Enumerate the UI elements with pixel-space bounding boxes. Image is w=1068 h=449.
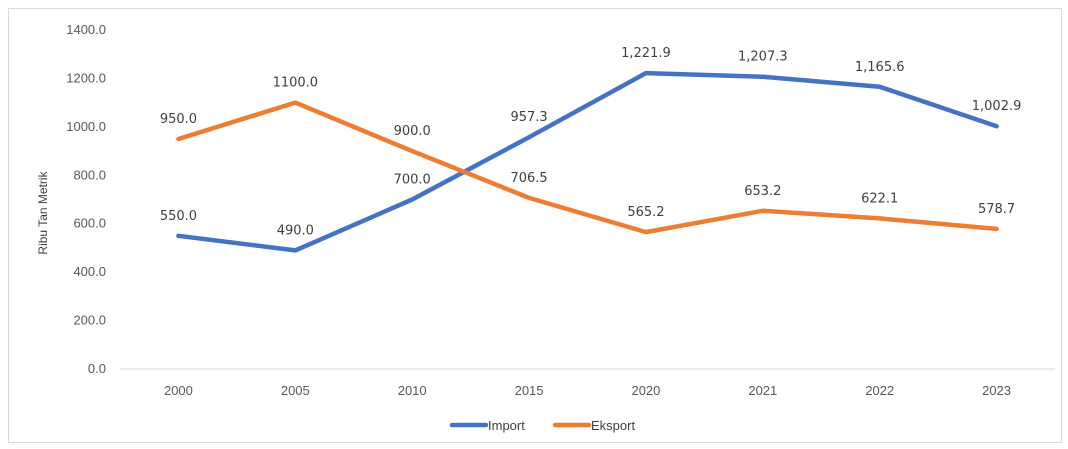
- y-tick-label: 800.0: [73, 167, 106, 182]
- data-label-import: 1,207.3: [738, 50, 788, 65]
- y-tick-label: 1000.0: [66, 119, 106, 134]
- data-label-eksport: 1100.0: [273, 76, 319, 91]
- data-label-import: 1,221.9: [621, 46, 671, 61]
- data-label-eksport: 900.0: [394, 124, 431, 139]
- data-label-import: 1,002.9: [972, 99, 1022, 114]
- x-tick-label: 2005: [281, 383, 310, 398]
- data-label-import: 700.0: [394, 173, 431, 188]
- y-tick-label: 200.0: [73, 313, 106, 328]
- legend-label-import: Import: [488, 418, 525, 433]
- data-label-eksport: 565.2: [627, 205, 664, 220]
- y-tick-label: 1400.0: [66, 22, 106, 37]
- y-axis-ticks: 0.0 200.0 400.0 600.0 800.0 1000.0 1200.0 1400.…: [66, 22, 106, 376]
- x-tick-label: 2010: [398, 383, 427, 398]
- x-tick-label: 2020: [631, 383, 660, 398]
- legend: Import Eksport: [449, 418, 635, 433]
- data-labels: 550.0 490.0 700.0 957.3 1,221.9 1,207.3 1,165.…: [160, 46, 1022, 238]
- chart-frame: [8, 8, 1062, 443]
- series-line-import: [176, 70, 999, 253]
- series-line-eksport: [176, 100, 999, 235]
- y-tick-label: 0.0: [88, 361, 106, 376]
- data-label-eksport: 622.1: [861, 191, 898, 206]
- x-tick-label: 2000: [164, 383, 193, 398]
- series-lines: [176, 70, 999, 253]
- data-label-eksport: 653.2: [744, 184, 781, 199]
- x-tick-label: 2023: [982, 383, 1011, 398]
- x-tick-label: 2022: [865, 383, 894, 398]
- data-label-eksport: 578.7: [978, 202, 1015, 217]
- y-axis-title: Ribu Tan Metrik: [36, 170, 50, 254]
- x-axis-ticks: 2000 2005 2010 2015 2020 2021 2022 2023: [164, 383, 1011, 398]
- y-tick-label: 600.0: [73, 216, 106, 231]
- data-label-import: 1,165.6: [855, 60, 905, 75]
- y-tick-label: 1200.0: [66, 70, 106, 85]
- x-tick-label: 2021: [748, 383, 777, 398]
- legend-label-eksport: Eksport: [591, 418, 635, 433]
- data-label-import: 490.0: [277, 223, 314, 238]
- data-label-import: 550.0: [160, 209, 197, 224]
- y-tick-label: 400.0: [73, 264, 106, 279]
- data-label-eksport: 706.5: [510, 171, 547, 186]
- x-tick-label: 2015: [515, 383, 544, 398]
- data-label-eksport: 950.0: [160, 112, 197, 127]
- data-label-import: 957.3: [510, 110, 547, 125]
